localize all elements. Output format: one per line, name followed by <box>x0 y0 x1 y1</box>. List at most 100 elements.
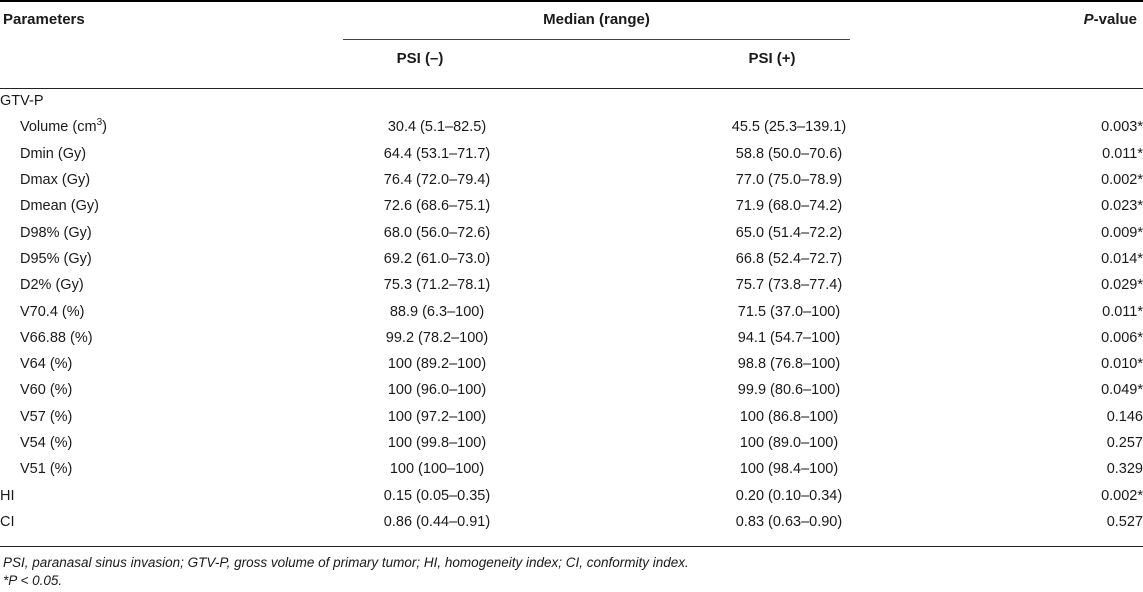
cell-p-value: 0.146 <box>1106 408 1143 425</box>
cell-psi-negative: 64.4 (53.1–71.7) <box>383 145 491 162</box>
header-p-suffix: -value <box>1093 11 1137 28</box>
column-gap <box>866 298 1043 324</box>
cell-psi-positive: 100 (89.0–100) <box>739 435 839 451</box>
cell-parameter: Dmean (Gy) <box>20 198 99 215</box>
cell-psi-positive: 77.0 (75.0–78.9) <box>735 172 843 189</box>
column-gap <box>866 456 1043 482</box>
cell-p-value: 0.006* <box>1101 329 1143 346</box>
cell-p-value: 0.003* <box>1101 119 1143 136</box>
column-gap <box>514 482 712 508</box>
cell-p-value: 0.014* <box>1101 250 1143 267</box>
table-row: CI 0.86 (0.44–0.91) 0.83 (0.63–0.90) 0.527 <box>0 509 1143 535</box>
cell-p-value: 0.029* <box>1101 277 1143 294</box>
cell-psi-negative: 30.4 (5.1–82.5) <box>387 119 487 136</box>
cell-psi-negative: 68.0 (56.0–72.6) <box>383 224 491 241</box>
column-gap <box>514 377 712 403</box>
cell-parameter: D98% (Gy) <box>20 224 92 241</box>
cell-p-value: 0.002* <box>1101 487 1143 504</box>
column-gap <box>514 298 712 324</box>
cell-p-value: 0.527 <box>1106 513 1143 530</box>
table-row: V57 (%) 100 (97.2–100) 100 (86.8–100) 0.146 <box>0 404 1143 430</box>
column-gap <box>514 246 712 272</box>
footnote-significance: *P < 0.05. <box>3 573 63 588</box>
cell-psi-negative: 69.2 (61.0–73.0) <box>383 250 491 267</box>
table-row: Dmax (Gy) 76.4 (72.0–79.4) 77.0 (75.0–78.9… <box>0 167 1143 193</box>
column-gap <box>514 167 712 193</box>
cell-psi-positive: 94.1 (54.7–100) <box>737 329 841 346</box>
cell-psi-positive: 66.8 (52.4–72.7) <box>735 250 843 267</box>
param-suffix: ) <box>102 119 107 136</box>
header-bottom-rule <box>0 88 1143 89</box>
cell-parameter: D2% (Gy) <box>20 277 84 294</box>
median-subheader-rule <box>343 39 850 40</box>
data-table: GTV-P Volume (cm3) 30.4 (5.1–82.5) 45.5 (25… <box>0 88 1143 535</box>
table-row: V70.4 (%) 88.9 (6.3–100) 71.5 (37.0–100) 0.… <box>0 298 1143 324</box>
cell-psi-negative: 100 (97.2–100) <box>387 408 487 425</box>
table-row: Volume (cm3) 30.4 (5.1–82.5) 45.5 (25.3–13… <box>0 114 1143 140</box>
cell-psi-negative: 100 (99.8–100) <box>387 435 487 451</box>
cell-parameter: V60 (%) <box>20 382 73 399</box>
header-median-range: Median (range) <box>543 11 650 28</box>
table-row: V54 (%) 100 (99.8–100) 100 (89.0–100) 0.257 <box>0 430 1143 456</box>
column-gap <box>514 325 712 351</box>
cell-parameter: Dmin (Gy) <box>20 145 87 162</box>
cell-psi-positive <box>712 88 866 114</box>
column-gap <box>866 351 1043 377</box>
cell-parameter: GTV-P <box>0 93 44 110</box>
cell-parameter: V70.4 (%) <box>20 303 85 320</box>
cell-p-value: 0.011* <box>1102 303 1143 320</box>
cell-psi-negative: 0.15 (0.05–0.35) <box>383 487 491 504</box>
cell-parameter: V57 (%) <box>20 408 73 425</box>
column-gap <box>866 404 1043 430</box>
table-row: Dmean (Gy) 72.6 (68.6–75.1) 71.9 (68.0–74.… <box>0 193 1143 219</box>
cell-psi-negative: 100 (89.2–100) <box>387 356 487 373</box>
table-row: V64 (%) 100 (89.2–100) 98.8 (76.8–100) 0.01… <box>0 351 1143 377</box>
cell-parameter: V51 (%) <box>20 461 73 478</box>
cell-parameter: D95% (Gy) <box>20 250 92 267</box>
cell-psi-negative: 88.9 (6.3–100) <box>389 303 485 320</box>
cell-psi-positive: 75.7 (73.8–77.4) <box>735 277 843 294</box>
column-gap <box>866 509 1043 535</box>
column-gap <box>866 325 1043 351</box>
table-row: HI 0.15 (0.05–0.35) 0.20 (0.10–0.34) 0.002* <box>0 482 1143 508</box>
cell-parameter: CI <box>0 513 15 530</box>
param-superscript: 3 <box>96 117 103 129</box>
column-gap <box>514 114 712 140</box>
column-gap <box>514 351 712 377</box>
cell-psi-positive: 0.20 (0.10–0.34) <box>735 487 843 504</box>
column-gap <box>866 193 1043 219</box>
column-gap <box>866 272 1043 298</box>
cell-psi-positive: 65.0 (51.4–72.2) <box>735 224 843 241</box>
column-gap <box>866 430 1043 456</box>
cell-parameter: Dmax (Gy) <box>20 172 91 189</box>
cell-psi-negative <box>360 88 514 114</box>
cell-parameter: V64 (%) <box>20 356 73 373</box>
cell-psi-positive: 98.8 (76.8–100) <box>737 356 841 373</box>
cell-psi-positive: 45.5 (25.3–139.1) <box>731 119 847 136</box>
table-row: D98% (Gy) 68.0 (56.0–72.6) 65.0 (51.4–72.2… <box>0 219 1143 245</box>
cell-parameter: V66.88 (%) <box>20 329 93 346</box>
table-row: V51 (%) 100 (100–100) 100 (98.4–100) 0.329 <box>0 456 1143 482</box>
param-prefix: Volume (cm <box>20 119 97 136</box>
cell-p-value: 0.023* <box>1101 198 1143 215</box>
table-row: D95% (Gy) 69.2 (61.0–73.0) 66.8 (52.4–72.7… <box>0 246 1143 272</box>
cell-parameter: HI <box>0 487 15 504</box>
column-gap <box>866 167 1043 193</box>
column-gap <box>514 404 712 430</box>
table-bottom-rule <box>0 546 1143 547</box>
column-gap <box>514 193 712 219</box>
cell-parameter: V54 (%) <box>20 435 73 451</box>
header-p-value: P-value <box>1084 11 1137 28</box>
column-gap <box>514 141 712 167</box>
footnote-abbreviations: PSI, paranasal sinus invasion; GTV-P, gr… <box>3 555 689 570</box>
table-row: V60 (%) 100 (96.0–100) 99.9 (80.6–100) 0.04… <box>0 377 1143 403</box>
column-gap <box>866 482 1043 508</box>
column-gap <box>866 141 1043 167</box>
table-row: V66.88 (%) 99.2 (78.2–100) 94.1 (54.7–100)… <box>0 325 1143 351</box>
table-top-rule <box>0 0 1143 2</box>
cell-psi-negative: 72.6 (68.6–75.1) <box>383 198 491 215</box>
cell-psi-negative: 76.4 (72.0–79.4) <box>383 172 491 189</box>
column-gap <box>514 88 712 114</box>
cell-p-value: 0.049* <box>1101 382 1143 399</box>
column-gap <box>866 114 1043 140</box>
